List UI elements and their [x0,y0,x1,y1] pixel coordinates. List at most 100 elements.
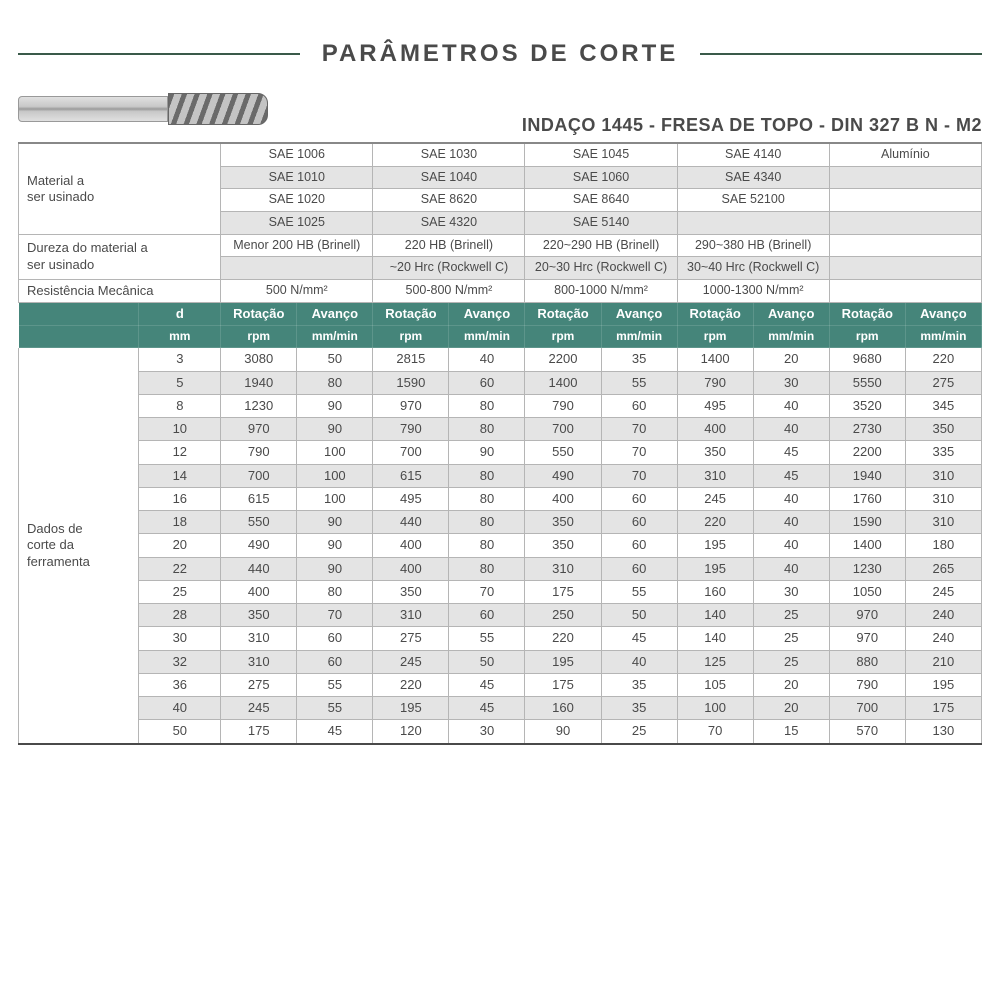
data-cell: 120 [373,720,449,744]
data-cell: 40 [753,487,829,510]
rule-left [18,53,300,55]
data-cell: 25 [601,720,677,744]
data-cell: 1400 [525,371,601,394]
data-cell: 310 [905,487,981,510]
data-cell: 90 [297,534,373,557]
data-cell: 220 [677,511,753,534]
data-cell: 55 [601,580,677,603]
material-cell: SAE 4320 [373,211,525,234]
data-cell: 100 [297,441,373,464]
data-cell: 400 [373,534,449,557]
data-cell: 490 [525,464,601,487]
table-row: 147001006158049070310451940310 [19,464,982,487]
data-cell: 310 [905,464,981,487]
data-cell: 70 [601,418,677,441]
d-cell: 32 [139,650,221,673]
data-cell: 2200 [525,348,601,371]
resistance-cell: 500-800 N/mm² [373,279,525,302]
data-cell: 220 [905,348,981,371]
table-row: dRotaçãoAvançoRotaçãoAvançoRotaçãoAvanço… [19,303,982,326]
material-cell: SAE 1030 [373,143,525,166]
data-cell: 245 [905,580,981,603]
data-cell: 310 [677,464,753,487]
data-cell: 45 [753,464,829,487]
material-cell: SAE 4140 [677,143,829,166]
hardness-label: Dureza do material aser usinado [19,234,221,279]
title-bar: PARÂMETROS DE CORTE [18,40,982,68]
data-cell: 310 [525,557,601,580]
data-cell: 80 [449,487,525,510]
data-cell: 970 [829,604,905,627]
data-cell: 570 [829,720,905,744]
material-cell: SAE 1020 [221,189,373,212]
data-cell: 250 [525,604,601,627]
col-adv: Avanço [601,303,677,326]
data-cell: 9680 [829,348,905,371]
data-cell: 245 [221,697,297,720]
hardness-cell: 220 HB (Brinell) [373,234,525,257]
table-row: 81230909708079060495403520345 [19,394,982,417]
resistance-cell: 1000-1300 N/mm² [677,279,829,302]
data-cell: 90 [525,720,601,744]
data-cell: 700 [221,464,297,487]
data-cell: 55 [449,627,525,650]
tooldata-label: Dados decorte daferramenta [19,348,139,744]
table-row: 10970907908070070400402730350 [19,418,982,441]
data-cell: 195 [677,534,753,557]
data-cell: 400 [373,557,449,580]
data-cell: 80 [449,511,525,534]
data-cell: 350 [525,511,601,534]
data-cell: 220 [373,673,449,696]
data-cell: 50 [449,650,525,673]
material-cell: SAE 5140 [525,211,677,234]
data-cell: 40 [753,557,829,580]
d-cell: 20 [139,534,221,557]
rule-right [700,53,982,55]
data-cell: 310 [221,650,297,673]
data-cell: 1230 [221,394,297,417]
data-cell: 20 [753,673,829,696]
data-cell: 20 [753,348,829,371]
data-cell: 970 [221,418,297,441]
data-cell: 40 [449,348,525,371]
tool-illustration [18,82,278,136]
d-cell: 18 [139,511,221,534]
material-cell [829,166,981,189]
subtitle: INDAÇO 1445 - FRESA DE TOPO - DIN 327 B … [522,115,982,136]
data-cell: 80 [449,464,525,487]
data-cell: 180 [905,534,981,557]
data-cell: 1940 [829,464,905,487]
data-cell: 615 [373,464,449,487]
data-cell: 140 [677,604,753,627]
hardness-cell [221,257,373,280]
d-cell: 36 [139,673,221,696]
d-cell: 10 [139,418,221,441]
material-cell [829,189,981,212]
data-cell: 20 [753,697,829,720]
data-cell: 70 [677,720,753,744]
unit-rpm: rpm [373,326,449,348]
hardness-cell: Menor 200 HB (Brinell) [221,234,373,257]
table-row: 20490904008035060195401400180 [19,534,982,557]
data-cell: 80 [449,394,525,417]
col-adv: Avanço [753,303,829,326]
table-row: 50175451203090257015570130 [19,720,982,744]
data-cell: 350 [677,441,753,464]
d-cell: 12 [139,441,221,464]
d-cell: 22 [139,557,221,580]
data-cell: 265 [905,557,981,580]
d-cell: 30 [139,627,221,650]
col-rot: Rotação [677,303,753,326]
data-cell: 70 [601,441,677,464]
data-cell: 195 [373,697,449,720]
data-cell: 970 [373,394,449,417]
table-row: Dados decorte daferramenta33080502815402… [19,348,982,371]
data-cell: 2730 [829,418,905,441]
data-cell: 240 [905,627,981,650]
hardness-cell [829,234,981,257]
data-cell: 175 [221,720,297,744]
unit-mm: mm [139,326,221,348]
data-cell: 130 [905,720,981,744]
data-cell: 1400 [829,534,905,557]
data-cell: 1760 [829,487,905,510]
